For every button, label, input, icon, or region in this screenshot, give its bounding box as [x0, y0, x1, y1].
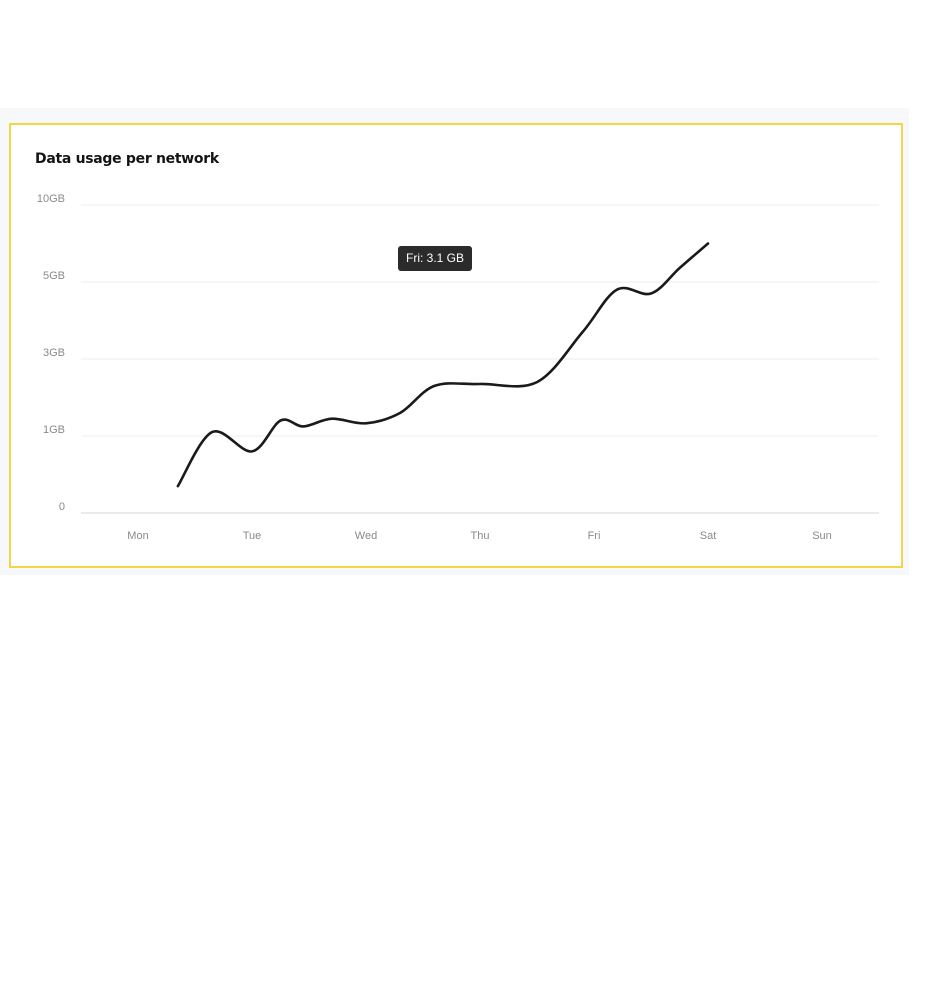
y-tick-label: 0 — [59, 501, 65, 513]
x-axis-ticks: Mon Tue Wed Thu Fri Sat Sun — [127, 530, 831, 542]
y-axis-ticks: 0 1GB 3GB 5GB 10GB — [37, 193, 65, 513]
y-tick-label: 5GB — [43, 270, 65, 282]
x-tick-label: Tue — [243, 530, 262, 542]
x-tick-label: Sun — [812, 530, 832, 542]
y-tick-label: 10GB — [37, 193, 65, 205]
y-tick-label: 1GB — [43, 424, 65, 436]
x-tick-label: Fri — [588, 530, 601, 542]
gridlines — [81, 204, 879, 514]
x-tick-label: Sat — [700, 530, 717, 542]
line-chart: 0 1GB 3GB 5GB 10GB Mon Tue Wed Thu Fri Sat Sun — [37, 193, 879, 542]
x-tick-label: Wed — [355, 530, 377, 542]
x-tick-label: Thu — [471, 530, 490, 542]
chart-tooltip: Fri: 3.1 GB — [398, 246, 473, 271]
x-tick-label: Mon — [127, 530, 148, 542]
chart-card: 0 1GB 3GB 5GB 10GB Mon Tue Wed Thu Fri Sat Sun Dat… — [9, 123, 903, 568]
y-tick-label: 3GB — [43, 347, 65, 359]
chart-title: Data usage per network — [35, 151, 219, 167]
data-usage-line[interactable] — [176, 242, 710, 488]
